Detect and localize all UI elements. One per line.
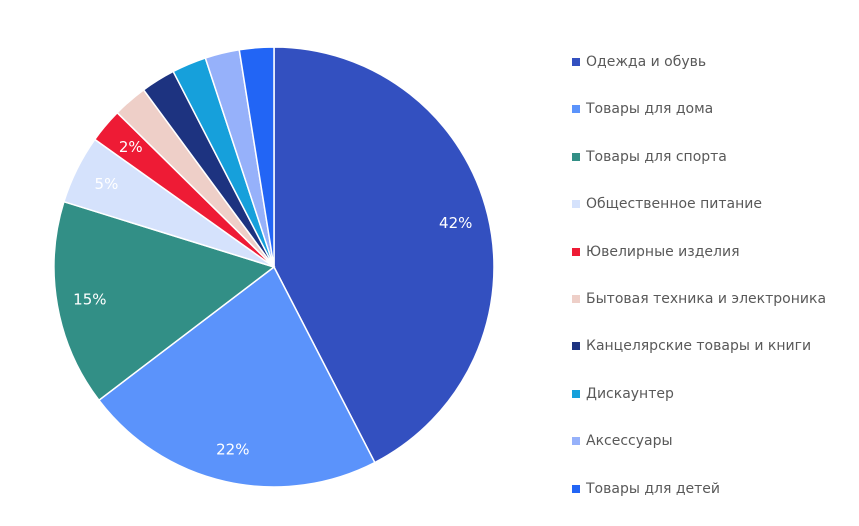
pie-slice-1 — [273, 46, 495, 464]
legend-swatch — [572, 247, 580, 256]
legend-label: Ювелирные изделия — [586, 243, 740, 260]
legend-item: Аксессуары — [572, 431, 857, 478]
data-label-3: 15% — [73, 290, 106, 308]
pie-slice-3 — [53, 200, 276, 402]
legend-item: Товары для детей — [572, 479, 857, 526]
legend-swatch — [572, 152, 580, 161]
legend-label: Товары для детей — [586, 480, 720, 497]
legend-item: Общественное питание — [572, 194, 857, 241]
pie-data-labels: 42% 22% 15% 5% 2% — [73, 138, 472, 459]
legend-item: Дискаунтер — [572, 384, 857, 431]
data-label-2: 22% — [216, 440, 249, 458]
legend-label: Товары для дома — [586, 101, 714, 118]
legend-item: Канцелярские товары и книги — [572, 336, 857, 383]
legend-swatch — [572, 484, 580, 493]
legend-item: Одежда и обувь — [572, 52, 857, 99]
legend-label: Дискаунтер — [586, 385, 674, 402]
legend-item: Товары для дома — [572, 99, 857, 146]
legend-swatch — [572, 389, 580, 398]
legend-item: Бытовая техника и электроника — [572, 289, 857, 336]
legend-label: Бытовая техника и электроника — [586, 290, 827, 307]
legend-label: Канцелярские товары и книги — [586, 338, 812, 355]
data-label-4: 5% — [95, 175, 119, 193]
legend-label: Одежда и обувь — [586, 54, 707, 70]
legend-swatch — [572, 58, 580, 66]
pie-slices — [53, 46, 495, 488]
data-label-1: 42% — [439, 214, 472, 232]
legend-item: Товары для спорта — [572, 147, 857, 194]
legend-swatch — [572, 437, 580, 446]
legend-swatch — [572, 105, 580, 114]
legend-swatch — [572, 294, 580, 303]
pie-slice-10 — [238, 46, 275, 268]
legend-label: Товары для спорта — [586, 148, 727, 165]
legend-label: Общественное питание — [586, 196, 762, 213]
legend-label: Аксессуары — [586, 433, 673, 450]
legend-swatch — [572, 200, 580, 209]
legend-item: Ювелирные изделия — [572, 242, 857, 289]
pie-slice-2 — [97, 265, 376, 488]
legend: Одежда и обувь Товары для дома Товары для … — [572, 52, 857, 526]
data-label-5: 2% — [119, 138, 143, 156]
legend-swatch — [572, 342, 580, 351]
